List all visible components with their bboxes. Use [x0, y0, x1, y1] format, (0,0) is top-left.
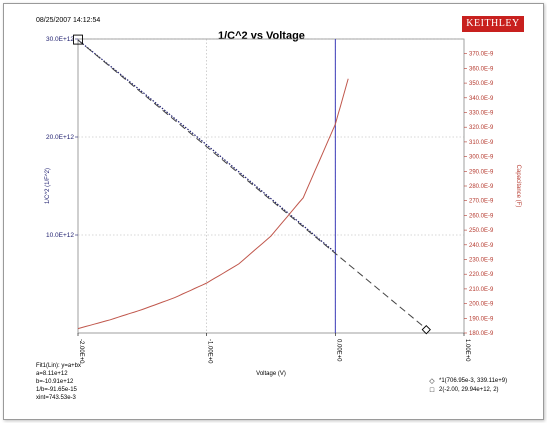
y-right-tick-label: 290.0E-9 — [469, 169, 494, 175]
y-right-tick-label: 180.0E-9 — [469, 331, 494, 337]
cursor-square-marker — [73, 34, 83, 45]
series-line — [77, 39, 336, 254]
y-right-tick-label: 250.0E-9 — [469, 228, 494, 234]
fit-equation: Fit1(Lin): y=a+bx — [36, 363, 82, 369]
y-right-tick-label: 370.0E-9 — [469, 52, 494, 58]
y-right-tick-label: 310.0E-9 — [469, 140, 494, 146]
fit-summary: Fit1(Lin): y=a+bx a=8.11e+12 b=-10.91e+1… — [36, 362, 81, 402]
y-right-tick-label: 240.0E-9 — [469, 243, 494, 249]
y-right-tick-label: 350.0E-9 — [469, 81, 494, 87]
y-right-tick-label: 230.0E-9 — [469, 258, 494, 264]
series-line — [77, 78, 349, 330]
timestamp: 08/25/2007 14:12:54 — [36, 17, 101, 24]
y-right-tick-label: 340.0E-9 — [469, 96, 494, 102]
cursor-2-text: 2(-2.00, 29.94e+12, 2) — [439, 387, 499, 393]
series-line — [77, 39, 426, 329]
y-right-tick-label: 320.0E-9 — [469, 125, 494, 131]
y-right-tick-label: 200.0E-9 — [469, 302, 494, 308]
y-right-tick-label: 270.0E-9 — [469, 199, 494, 205]
cursor-diamond-marker — [421, 325, 431, 335]
y-right-tick-label: 300.0E-9 — [469, 155, 494, 161]
cursor-readout: ◇ *1(706.95e-3, 339.11e+9) □ 2(-2.00, 29… — [428, 377, 507, 395]
chart-frame — [3, 3, 544, 420]
y-left-tick-label: 10.0E+12 — [46, 232, 74, 239]
y-right-tick-label: 220.0E-9 — [469, 272, 494, 278]
x-tick-label: 0.00E+0 — [335, 339, 341, 362]
x-tick-label: 1.00E+0 — [464, 339, 470, 362]
y-right-tick-label: 360.0E-9 — [469, 66, 494, 72]
cursor-1-text: *1(706.95e-3, 339.11e+9) — [439, 378, 508, 384]
fit-slope: b=-10.91e+12 — [36, 379, 74, 385]
fit-intercept: a=8.11e+12 — [36, 371, 68, 377]
fit-x-intercept: xint=743.53e-3 — [36, 395, 76, 401]
y-right-tick-label: 190.0E-9 — [469, 316, 494, 322]
y-right-tick-label: 280.0E-9 — [469, 184, 494, 190]
y-right-tick-label: 210.0E-9 — [469, 287, 494, 293]
y-right-tick-label: 260.0E-9 — [469, 213, 494, 219]
y-right-axis-label: Capacitance (F) — [515, 165, 521, 208]
y-left-tick-label: 20.0E+12 — [46, 134, 74, 141]
cursor-2-row: □ 2(-2.00, 29.94e+12, 2) — [428, 386, 507, 395]
x-tick-label: -2.00E+0 — [78, 339, 84, 364]
diamond-marker-icon: ◇ — [429, 378, 435, 385]
x-tick-label: -1.00E+0 — [207, 339, 213, 364]
plot-border — [77, 38, 465, 334]
fit-inverse-slope: 1/b=-91.65e-15 — [36, 387, 77, 393]
y-left-axis-label: 1/C^2 (1/F^2) — [45, 168, 51, 204]
square-marker-icon: □ — [429, 387, 435, 394]
brand-logo: KEITHLEY — [462, 16, 524, 32]
cursor-1-row: ◇ *1(706.95e-3, 339.11e+9) — [428, 377, 507, 386]
y-right-tick-label: 330.0E-9 — [469, 111, 494, 117]
y-left-tick-label: 30.0E+12 — [46, 36, 74, 43]
x-axis-label: Voltage (V) — [256, 371, 286, 377]
